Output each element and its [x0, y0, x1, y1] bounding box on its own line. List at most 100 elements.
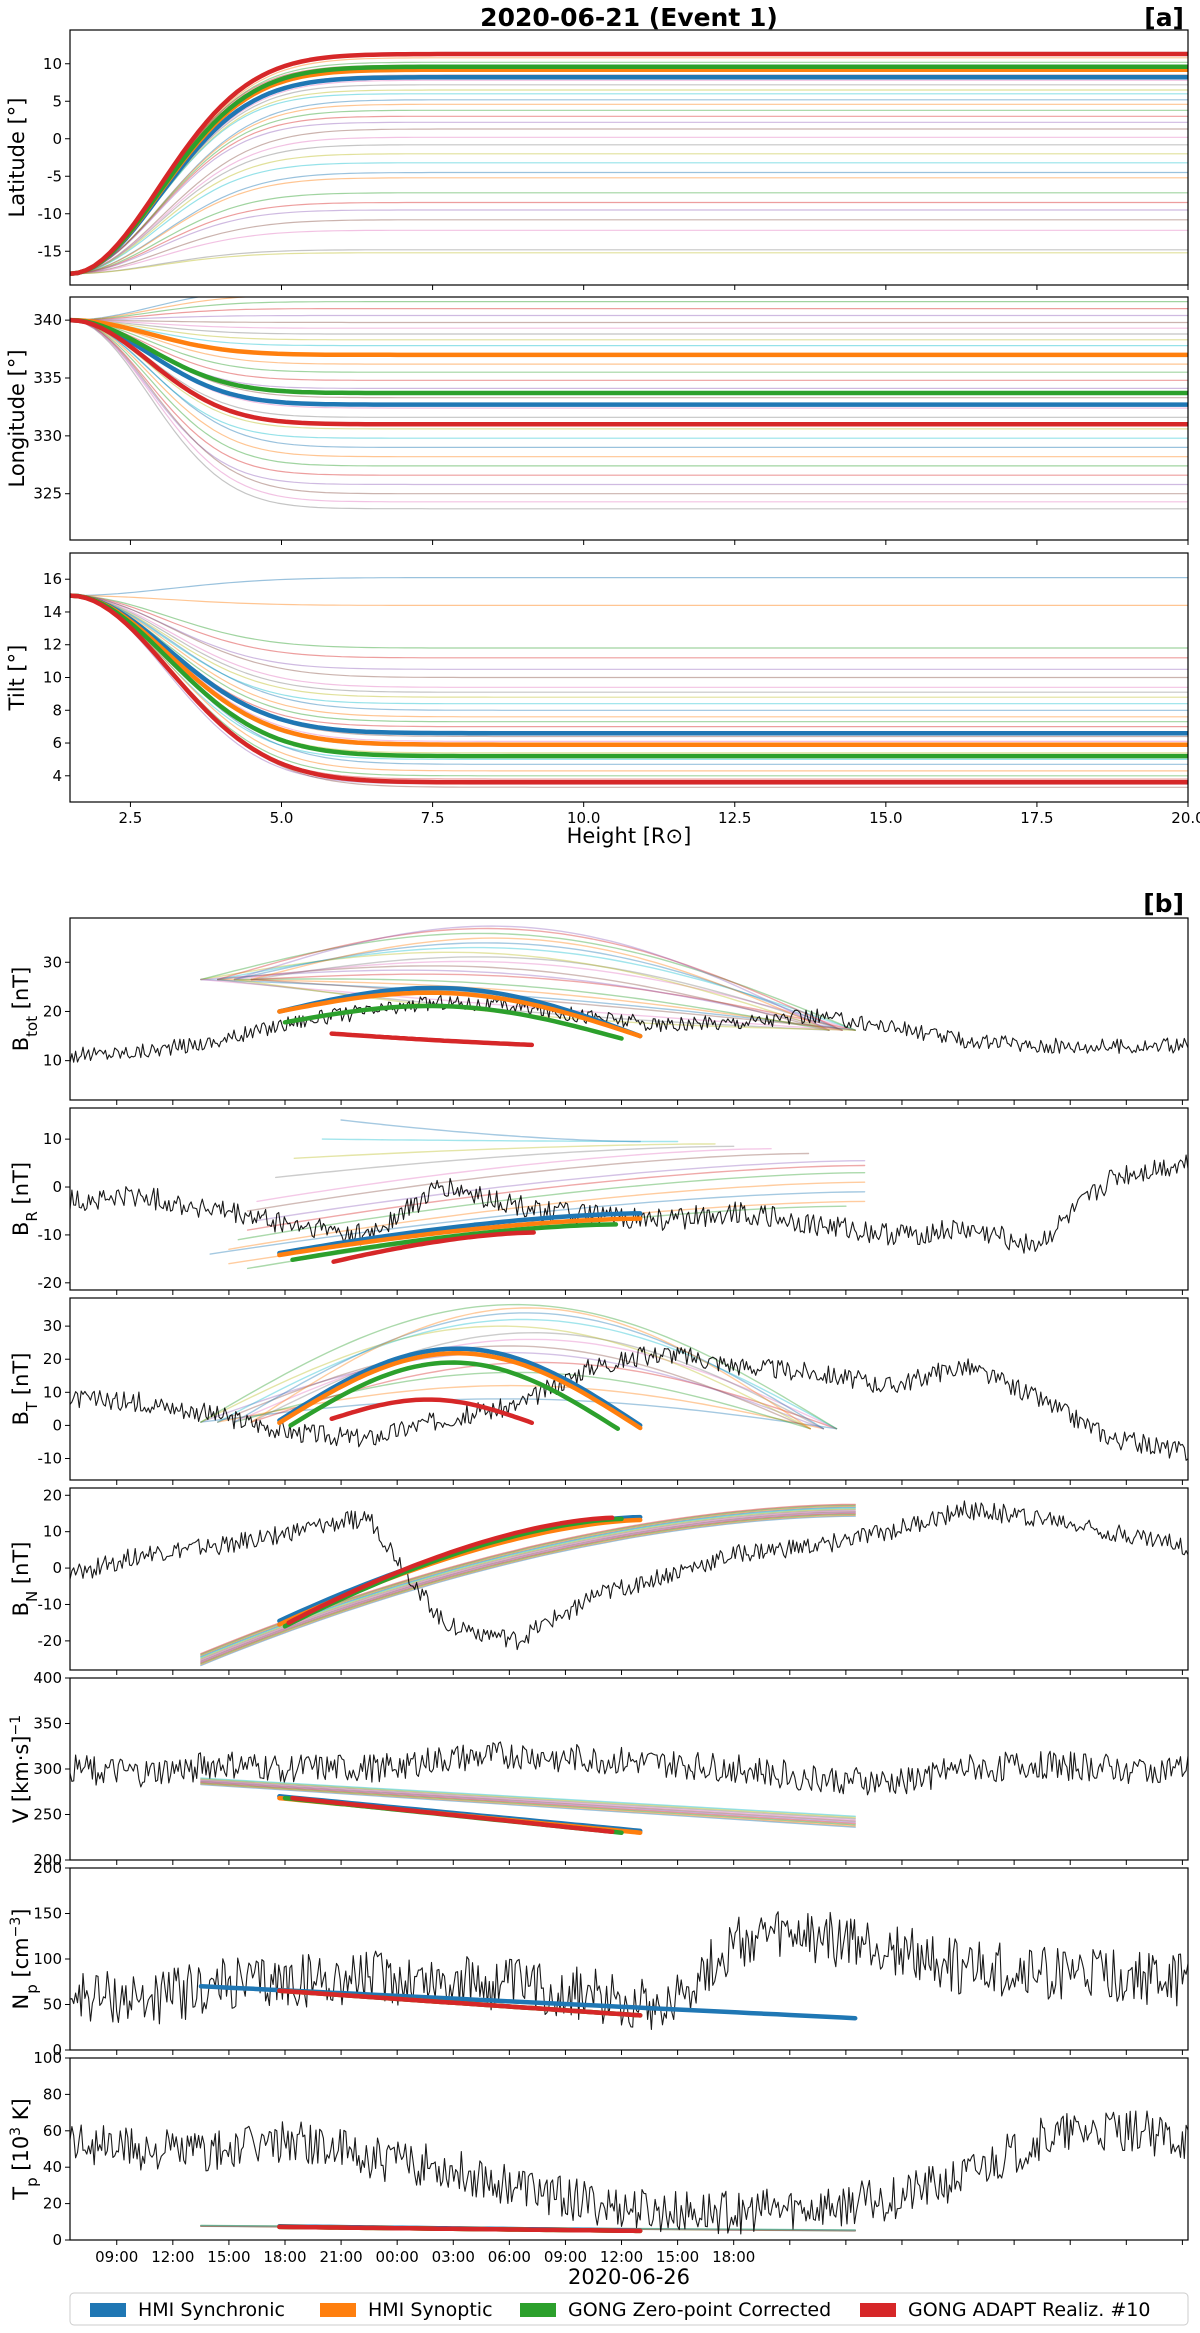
axes-frame	[69, 2057, 1189, 2241]
model-line	[70, 595, 1188, 606]
highlight-line-gong-adapt-realiz-10	[331, 1230, 536, 1264]
model-line	[70, 319, 1188, 458]
model-line	[70, 595, 1188, 747]
model-line	[217, 1345, 811, 1430]
model-line	[70, 595, 1188, 659]
model-line	[200, 1398, 838, 1430]
model-line	[256, 1148, 772, 1203]
y-tick-label: 325	[33, 485, 62, 503]
subplot-a-1: 325 330 335 340 Longitude [°]	[5, 296, 1189, 545]
y-tick-label: 0	[52, 1559, 62, 1577]
model-line	[70, 219, 1188, 275]
y-tick-label: 30	[43, 953, 62, 971]
y-label-unit: [10	[9, 2136, 33, 2178]
y-label-sub: T	[23, 1401, 41, 1412]
model-line	[200, 1781, 856, 1825]
model-line	[70, 319, 1188, 373]
axes-frame	[69, 1107, 1189, 1291]
highlight-line-gong-zero-point-corrected	[288, 1360, 621, 1431]
highlight-line-hmi-synoptic	[70, 593, 1188, 747]
panel-a: 2020-06-21 (Event 1) [a] -15 -10 -5 0 5 10 Latit…	[5, 3, 1200, 848]
model-line	[70, 136, 1188, 275]
model-line	[237, 1172, 866, 1241]
series-group	[70, 1500, 1188, 1667]
chart-title: 2020-06-21 (Event 1)	[480, 3, 778, 32]
highlight-line-gong-adapt-realiz-10	[290, 1795, 615, 1835]
y-label-base: B	[9, 1411, 33, 1425]
model-line	[70, 319, 1188, 495]
model-line	[70, 89, 1188, 275]
highlight-line-gong-zero-point-corrected	[70, 317, 1188, 396]
series-group	[70, 2110, 1188, 2235]
y-tick-label: 340	[33, 311, 62, 329]
highlight-line-gong-adapt-realiz-10	[70, 51, 1188, 277]
model-line	[275, 1145, 735, 1179]
y-tick-label: 330	[33, 427, 62, 445]
model-line	[70, 595, 1188, 705]
x-tick-label: 20.0	[1171, 809, 1200, 827]
y-tick-label: 8	[52, 701, 62, 719]
model-line	[70, 319, 1188, 467]
y-axis-label: Btot [nT]	[9, 967, 41, 1052]
highlight-line-gong-adapt-realiz-10	[70, 317, 1188, 427]
model-line	[70, 252, 1188, 275]
model-line	[200, 1783, 856, 1828]
model-line	[233, 978, 856, 1031]
series-group	[70, 1741, 1188, 1835]
y-tick-label: 30	[43, 1317, 62, 1335]
y-tick-label: -10	[38, 1226, 63, 1244]
model-line	[293, 1143, 716, 1159]
model-line	[200, 1515, 856, 1667]
model-line	[200, 1504, 856, 1656]
model-line	[70, 595, 1188, 649]
y-tick-label: 14	[43, 603, 62, 621]
y-tick-label: 10	[43, 1052, 62, 1070]
x-axis-label-symbol: ⊙	[666, 824, 684, 848]
model-line	[70, 595, 1188, 788]
model-line	[70, 162, 1188, 275]
model-line	[70, 177, 1188, 275]
y-tick-label: -10	[38, 1449, 63, 1467]
model-line	[70, 595, 1188, 765]
y-tick-label: 5	[52, 92, 62, 110]
highlight-line-hmi-synchronic	[277, 1211, 643, 1256]
y-label-base: B	[9, 1037, 33, 1051]
y-tick-label: 20	[43, 1350, 62, 1368]
axes-frame	[69, 917, 1189, 1101]
highlight-line-hmi-synchronic	[277, 1346, 643, 1428]
model-line	[200, 969, 843, 1031]
series-group	[70, 1303, 1188, 1461]
observed-line	[70, 1500, 1188, 1651]
y-axis-label: Longitude [°]	[5, 349, 29, 487]
axes-frame	[69, 296, 1189, 541]
x-tick-label: 18:00	[712, 2248, 755, 2266]
observed-line	[70, 1741, 1188, 1796]
highlight-line-hmi-synoptic	[277, 990, 643, 1039]
y-axis-label: BN [nT]	[9, 1542, 41, 1617]
model-line	[70, 319, 1188, 365]
model-line	[200, 1783, 856, 1827]
model-line	[70, 121, 1188, 275]
observed-line	[70, 1154, 1188, 1254]
model-line	[70, 319, 1188, 399]
highlight-line-gong-adapt-realiz-10	[329, 1031, 535, 1048]
y-axis-label: BT [nT]	[9, 1353, 41, 1426]
model-line	[200, 1782, 856, 1826]
y-label-base: T	[9, 2187, 33, 2201]
model-line	[70, 595, 1188, 698]
model-line	[200, 1509, 856, 1660]
model-line	[70, 301, 1188, 321]
y-tick-label: 20	[43, 1486, 62, 1504]
model-line	[70, 319, 1188, 476]
y-axis-label: V [km·s]−1	[8, 1715, 33, 1823]
model-line	[246, 1152, 810, 1212]
y-label-sub: R	[23, 1211, 41, 1221]
x-tick-label: 17.5	[1020, 809, 1053, 827]
y-tick-label: 10	[43, 1523, 62, 1541]
axes-frame	[69, 1297, 1189, 1481]
y-label-unit: [nT]	[9, 967, 33, 1016]
axes-frame	[69, 1487, 1189, 1671]
